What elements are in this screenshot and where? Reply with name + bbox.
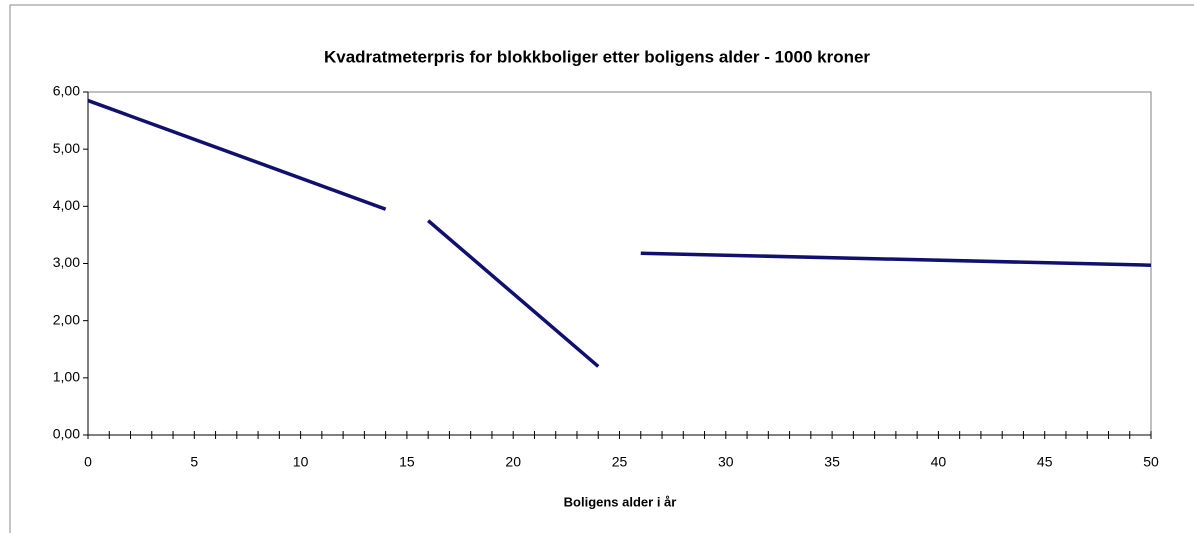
- x-tick-label: 50: [1143, 454, 1159, 470]
- y-tick-label: 2,00: [53, 311, 80, 327]
- x-tick-label: 25: [612, 454, 628, 470]
- chart-frame: [9, 4, 1194, 533]
- x-tick-label: 20: [505, 454, 521, 470]
- x-tick-label: 45: [1037, 454, 1053, 470]
- y-tick-label: 0,00: [53, 426, 80, 442]
- plot-area: [87, 91, 1152, 436]
- x-tick-label: 5: [190, 454, 198, 470]
- x-tick-label: 15: [399, 454, 415, 470]
- y-tick-label: 4,00: [53, 197, 80, 213]
- y-tick-label: 1,00: [53, 369, 80, 385]
- x-tick-label: 40: [931, 454, 947, 470]
- line: [427, 219, 600, 368]
- x-tick-label: 35: [824, 454, 840, 470]
- y-tick-label: 6,00: [53, 83, 80, 99]
- x-tick-label: 0: [84, 454, 92, 470]
- x-axis-label: Boligens alder i år: [564, 494, 677, 509]
- line: [87, 98, 387, 211]
- y-tick-label: 5,00: [53, 140, 80, 156]
- y-tick-label: 3,00: [53, 254, 80, 270]
- line: [640, 251, 1152, 267]
- chart-title: Kvadratmeterpris for blokkboliger etter …: [324, 47, 870, 66]
- x-tick-label: 10: [293, 454, 309, 470]
- x-tick-label: 30: [718, 454, 734, 470]
